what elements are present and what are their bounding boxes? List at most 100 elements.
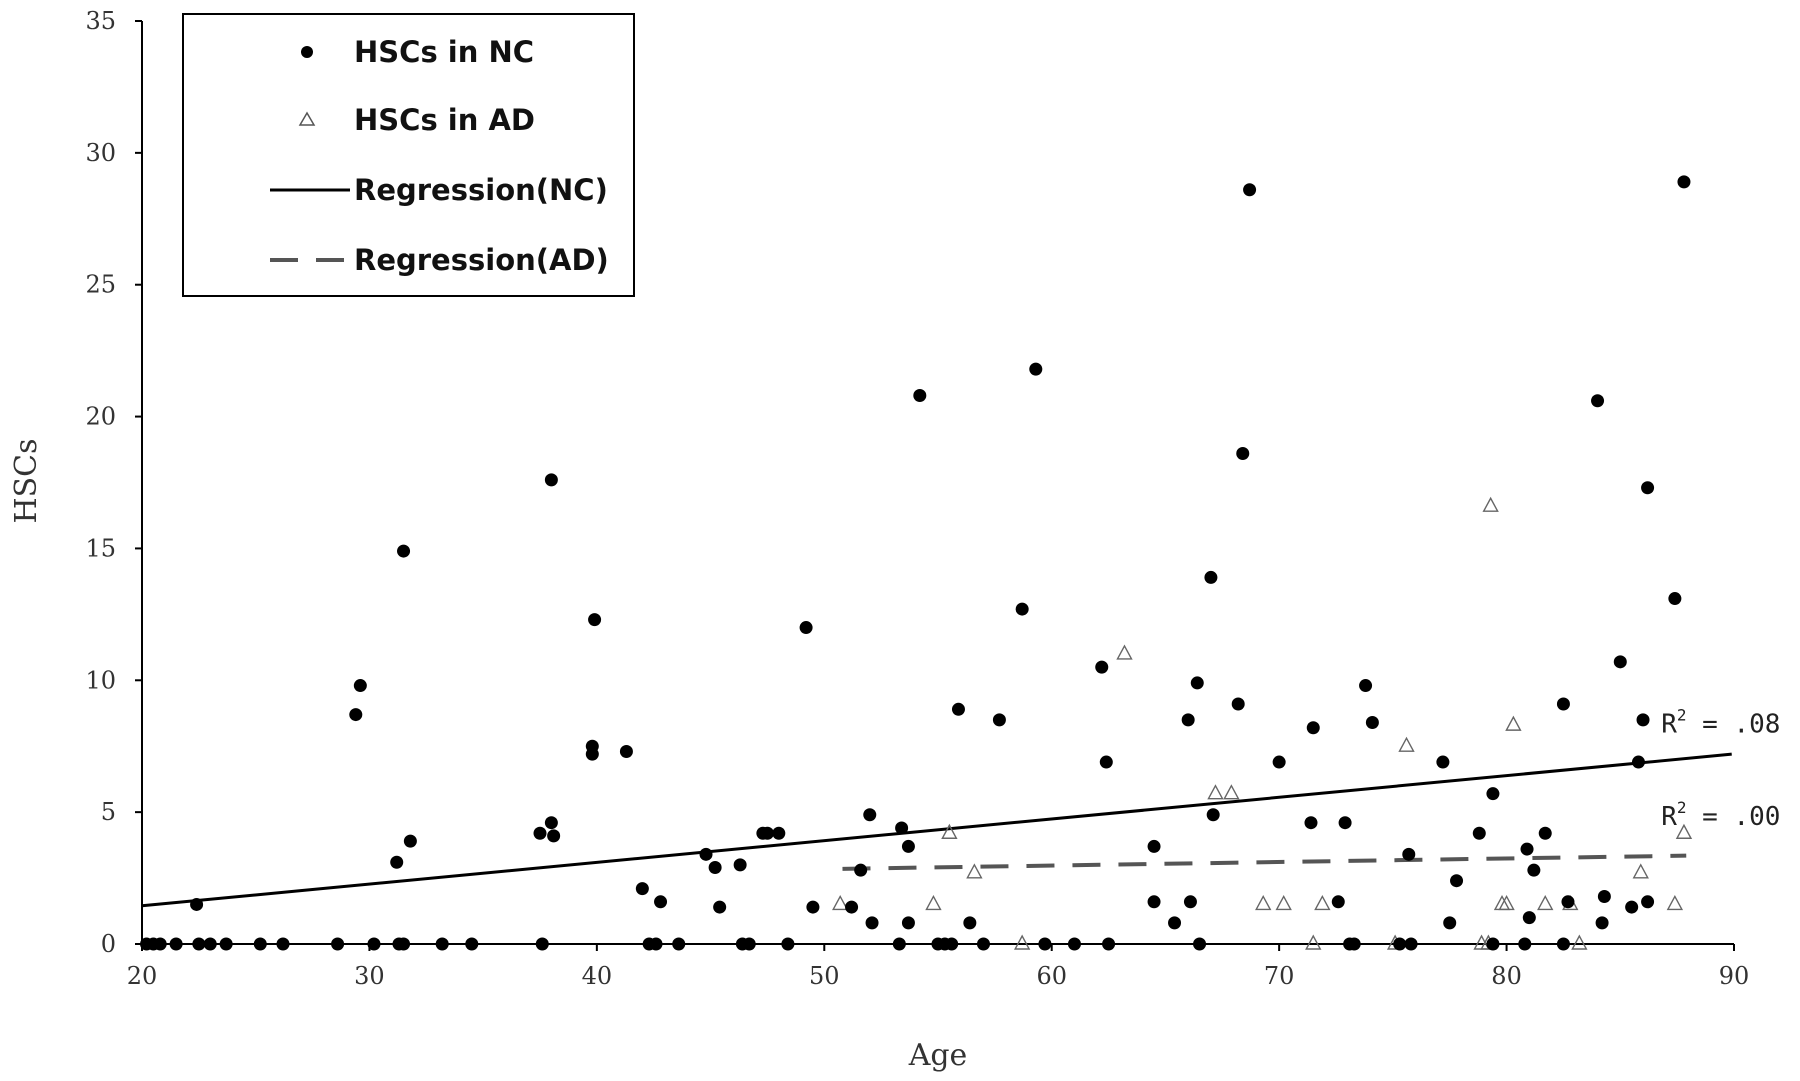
data-point-nc xyxy=(1518,937,1532,951)
data-point-ad xyxy=(832,894,849,911)
data-point-nc xyxy=(1527,863,1541,877)
data-point-nc xyxy=(588,613,602,627)
plot-area: 20 30 40 50 60 70 80 90 0 5 10 15 20 25 30 35 xyxy=(85,7,1749,990)
data-point-nc xyxy=(1183,895,1197,909)
data-point-nc xyxy=(353,679,367,693)
legend-label-nc: HSCs in NC xyxy=(354,35,534,69)
x-axis-title: Age xyxy=(908,1038,968,1073)
data-point-nc xyxy=(901,916,915,930)
data-point-nc xyxy=(1243,183,1257,197)
data-point-nc xyxy=(1641,895,1655,909)
data-point-nc xyxy=(635,882,649,896)
data-point-nc xyxy=(1193,937,1207,951)
r2-nc-r: R xyxy=(1661,709,1677,739)
data-point-nc xyxy=(742,937,756,951)
data-point-nc xyxy=(1472,826,1486,840)
data-point-nc xyxy=(1613,655,1627,669)
data-point-nc xyxy=(892,937,906,951)
r2-annotation-ad: R2 = .00 xyxy=(1661,798,1780,832)
data-point-nc xyxy=(1236,446,1250,460)
data-point-nc xyxy=(992,713,1006,727)
data-point-nc xyxy=(963,916,977,930)
y-tick-label: 25 xyxy=(85,271,116,299)
data-point-ad xyxy=(1305,934,1322,950)
data-point-nc xyxy=(169,937,183,951)
data-point-nc xyxy=(1190,676,1204,690)
data-point-nc xyxy=(1636,713,1650,727)
data-point-nc xyxy=(799,621,813,635)
data-point-nc xyxy=(1436,755,1450,769)
data-point-nc xyxy=(585,739,599,753)
r2-nc-sup: 2 xyxy=(1677,705,1687,724)
data-point-nc xyxy=(1102,937,1116,951)
data-point-nc xyxy=(544,816,558,830)
data-point-nc xyxy=(1520,842,1534,856)
data-point-nc xyxy=(708,861,722,875)
legend: HSCs in NC HSCs in AD Regression(NC) Reg… xyxy=(182,13,635,297)
data-point-nc xyxy=(331,937,345,951)
x-tick-label: 50 xyxy=(809,962,840,990)
data-point-nc xyxy=(1641,481,1655,495)
data-point-nc xyxy=(533,826,547,840)
data-point-nc xyxy=(1147,895,1161,909)
y-tick-label: 0 xyxy=(101,930,116,958)
data-point-nc xyxy=(945,937,959,951)
data-point-nc xyxy=(1038,937,1052,951)
x-tick-label: 20 xyxy=(127,962,158,990)
r2-annotation-nc: R2 = .08 xyxy=(1661,705,1780,739)
data-point-ad xyxy=(1275,894,1292,911)
data-point-nc xyxy=(1625,900,1639,914)
data-point-nc xyxy=(619,744,633,758)
data-point-ad xyxy=(1223,784,1240,800)
data-point-ad xyxy=(1013,934,1031,950)
data-point-ad xyxy=(1398,736,1415,752)
data-point-nc xyxy=(913,388,927,402)
data-point-nc xyxy=(1443,916,1457,930)
data-point-ad xyxy=(1537,894,1554,911)
data-point-ad xyxy=(1505,715,1522,731)
data-point-nc xyxy=(1347,937,1361,951)
data-point-ad xyxy=(1571,934,1588,950)
data-point-nc xyxy=(1181,713,1195,727)
data-point-ad xyxy=(1207,784,1224,800)
data-point-nc xyxy=(1067,937,1081,951)
data-point-nc xyxy=(253,937,267,951)
data-point-nc xyxy=(806,900,820,914)
data-point-nc xyxy=(1631,755,1645,769)
data-point-nc xyxy=(760,826,774,840)
data-point-nc xyxy=(547,829,561,843)
legend-nc-marker xyxy=(301,46,313,58)
legend-label-ad: HSCs in AD xyxy=(354,103,535,137)
data-point-nc xyxy=(535,937,549,951)
legend-label-reg-nc: Regression(NC) xyxy=(354,173,608,207)
data-point-nc xyxy=(1204,570,1218,584)
data-point-nc xyxy=(190,897,204,911)
legend-box xyxy=(182,13,635,297)
regression-line-nc xyxy=(141,752,1732,908)
data-point-nc xyxy=(654,895,668,909)
data-point-nc xyxy=(349,708,363,722)
data-point-nc xyxy=(1597,890,1611,904)
data-point-ad xyxy=(1632,863,1649,879)
data-point-nc xyxy=(1359,679,1373,693)
data-point-ad xyxy=(1116,644,1133,660)
data-point-ad xyxy=(1498,894,1515,911)
data-point-ad xyxy=(1473,934,1490,950)
data-point-nc xyxy=(1556,697,1570,711)
data-point-nc xyxy=(1486,787,1500,801)
data-point-ad xyxy=(1255,894,1272,911)
data-point-nc xyxy=(1591,394,1605,408)
data-point-nc xyxy=(951,702,965,716)
data-point-nc xyxy=(845,900,859,914)
data-point-nc xyxy=(1168,916,1182,930)
data-point-nc xyxy=(854,863,868,877)
data-point-nc xyxy=(901,839,915,853)
data-point-nc xyxy=(435,937,449,951)
data-point-nc xyxy=(699,847,713,861)
data-point-nc xyxy=(1147,839,1161,853)
y-axis-title: HSCs xyxy=(9,438,44,523)
data-point-nc xyxy=(1402,847,1416,861)
x-tick-label: 90 xyxy=(1719,962,1750,990)
data-point-nc xyxy=(1561,895,1575,909)
data-point-nc xyxy=(1404,937,1418,951)
